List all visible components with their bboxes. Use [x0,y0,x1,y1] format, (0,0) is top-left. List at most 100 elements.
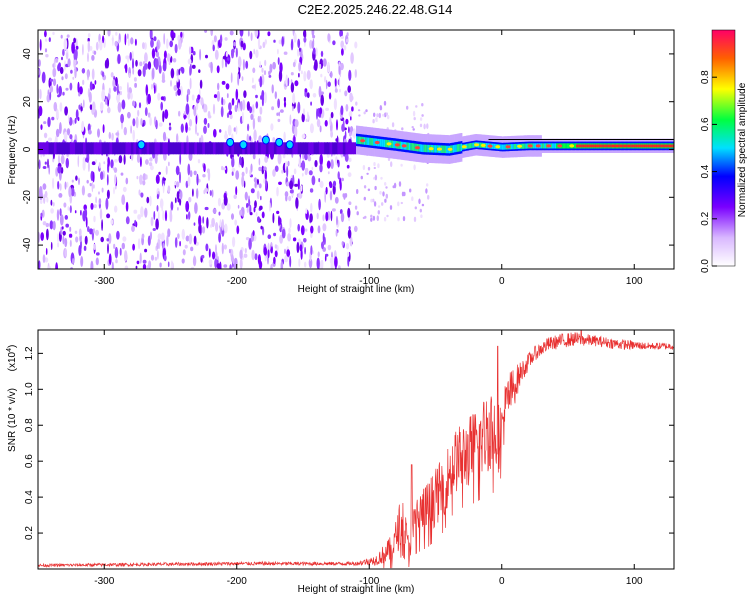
spectrogram-band [234,142,238,155]
spectrogram-peak [239,140,248,150]
spectrogram-cell [214,49,219,60]
spectrogram-cell [93,215,96,223]
spectrogram-cell [327,244,332,251]
spectrogram-cell [39,190,43,201]
spectrogram-cell [137,109,140,117]
spectrogram-cell [340,40,345,49]
spectrogram-band [485,143,488,149]
spectrogram-band [109,142,113,155]
spectrogram-cell [134,219,137,226]
spectrogram-band [399,141,402,149]
spectrogram-cell [413,117,416,121]
spectrogram-cell [277,48,279,55]
spectrogram-cell [156,205,159,212]
spectrogram-cell [134,82,138,88]
spectrogram-cell [70,69,73,74]
spectrogram-xtick-label: -100 [359,276,379,287]
spectrogram-cell [389,205,393,210]
spectrogram-cell [44,48,48,53]
spectrogram-cell [78,104,81,110]
spectrogram-cell [297,223,301,232]
spectrogram-cell [327,61,330,73]
spectrogram-cell [231,167,236,172]
spectrogram-cell [145,84,149,96]
spectrogram-band [523,143,525,149]
spectrogram-cell [158,64,162,74]
spectrogram-cell [74,210,77,214]
spectrogram-cell [248,237,252,250]
spectrogram-cell [198,69,201,73]
spectrogram-cell [312,93,317,98]
spectrogram-cell [228,110,233,115]
spectrogram-cell [139,174,143,185]
spectrogram-cell [189,170,193,178]
spectrogram-cell [154,58,159,70]
spectrogram-cell [318,178,321,183]
spectrogram-cell [255,212,258,217]
spectrogram-cell [59,214,64,226]
spectrogram-band-peak [654,144,656,148]
spectrogram-band [553,143,556,149]
spectrogram-band [459,143,461,152]
spectrogram-cell [121,194,126,205]
spectrogram-peak [275,137,284,147]
spectrogram-cell [104,59,108,69]
spectrogram-cell [137,69,142,77]
snr-ylabel: SNR (10 * v/v) [7,388,18,452]
spectrogram-band-peak [603,144,606,148]
spectrogram-band [365,137,367,145]
spectrogram-cell [82,79,85,85]
spectrogram-cell [269,202,271,212]
spectrogram-band-peak [647,144,650,148]
spectrogram-cell [200,224,202,236]
spectrogram-cell [119,247,122,256]
spectrogram-cell [74,117,77,124]
spectrogram-cell [175,91,178,97]
spectrogram-cell [339,62,344,71]
spectrogram-cell [138,189,141,196]
spectrogram-cell [344,153,349,162]
spectrogram-ytick-label: 40 [22,48,33,60]
spectrogram-cell [385,193,388,199]
spectrogram-cell [242,111,244,124]
spectrogram-cell [219,219,222,228]
spectrogram-cell [240,40,244,48]
spectrogram-cell [145,174,148,180]
spectrogram-band [80,142,84,155]
spectrogram-cell [62,91,65,96]
spectrogram-band-peak [610,144,613,148]
spectrogram-cell [311,30,315,37]
spectrogram-cell [125,201,129,212]
spectrogram-ytick-label: -40 [22,237,33,252]
spectrogram-cell [281,169,284,174]
spectrogram-band [340,142,344,155]
spectrogram-cell [166,234,169,247]
spectrogram-cell [85,157,89,163]
spectrogram-cell [347,207,351,218]
spectrogram-cell [137,214,142,220]
spectrogram-cell [373,112,376,118]
spectrogram-cell [259,205,263,210]
spectrogram-cell [127,82,129,94]
spectrogram-cell [57,233,59,243]
spectrogram-cell [185,200,190,213]
spectrogram-cell [181,258,185,264]
colorbar-tick-label: 0.0 [700,259,711,273]
spectrogram-cell [304,152,308,161]
spectrogram-cell [357,109,361,112]
spectrogram-cell [71,179,74,183]
spectrogram-cell [276,210,280,215]
spectrogram-cell [330,159,334,170]
spectrogram-cell [221,57,224,69]
colorbar-gradient [711,29,736,267]
spectrogram-cell [259,76,263,88]
spectrogram-cell [400,201,403,205]
spectrogram-band [255,142,259,155]
spectrogram-band [175,142,179,155]
spectrogram-cell [95,196,97,204]
spectrogram-cell [308,257,313,269]
spectrogram-band [500,144,503,150]
spectrogram-cell [205,243,209,252]
spectrogram-cell [278,111,281,117]
spectrogram-band [292,142,296,155]
